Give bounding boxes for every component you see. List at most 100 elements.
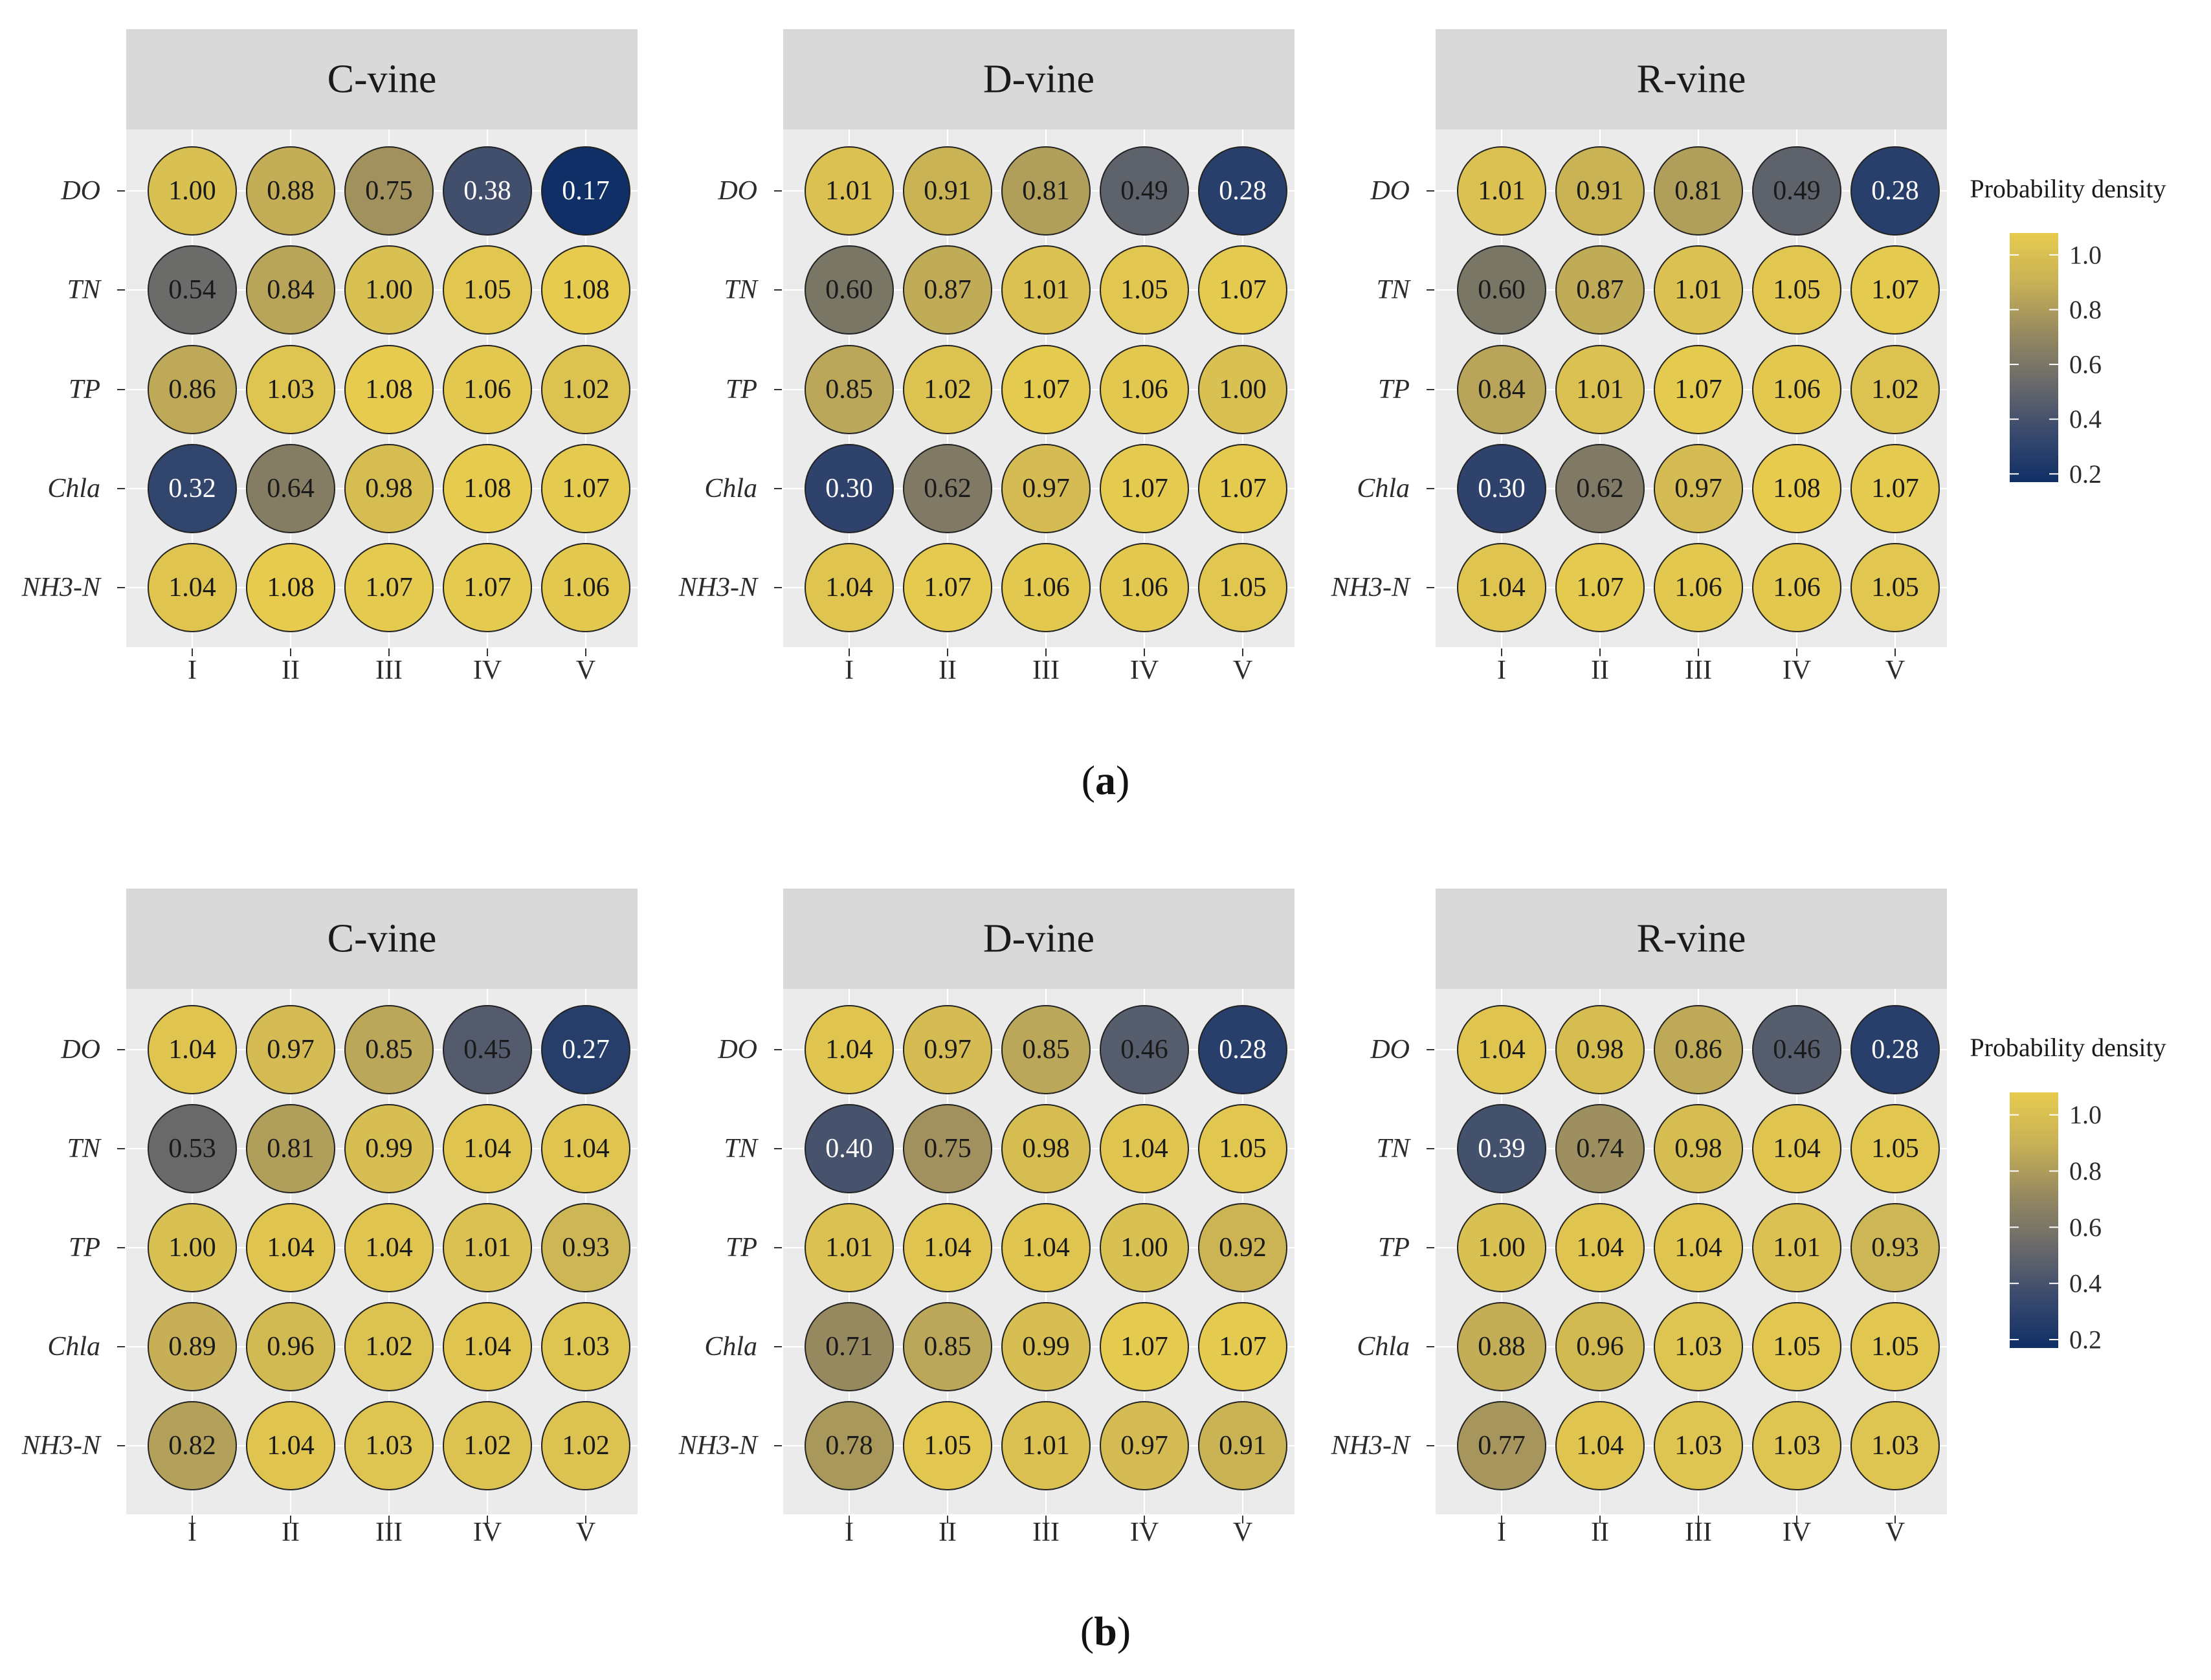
legend-tick-label: 0.2	[2069, 459, 2102, 489]
row-label: TN	[67, 1134, 102, 1164]
heatmap-cell	[344, 1401, 434, 1490]
cell-value: 1.06	[1120, 375, 1168, 404]
heatmap-cell	[1850, 345, 1940, 434]
row-label: DO	[1370, 176, 1410, 206]
cell-value: 1.04	[1576, 1233, 1624, 1263]
heatmap-cell	[1555, 146, 1645, 236]
cell-value: 0.60	[1478, 275, 1526, 305]
heatmap-cell	[1752, 1005, 1841, 1094]
cell-value: 1.00	[168, 176, 216, 206]
heatmap-cell	[1654, 146, 1743, 236]
col-label: I	[188, 1518, 197, 1547]
heatmap-cell	[1457, 1104, 1546, 1193]
cell-value: 0.86	[1674, 1035, 1722, 1065]
heatmap-cell	[1001, 1401, 1091, 1490]
cell-value: 0.30	[825, 474, 873, 503]
heatmap-cell	[1850, 1302, 1940, 1391]
heatmap-cell	[246, 146, 335, 236]
row-label: TP	[1378, 375, 1410, 404]
heatmap-cell	[246, 1302, 335, 1391]
heatmap-cell	[344, 245, 434, 335]
cell-value: 1.01	[1022, 275, 1070, 305]
heatmap-cell	[148, 444, 237, 533]
cell-value: 1.05	[1773, 1332, 1821, 1362]
cell-value: 1.04	[168, 573, 216, 602]
heatmap-cell	[805, 543, 894, 632]
heatmap-cell	[148, 146, 237, 236]
cell-value: 0.62	[924, 474, 972, 503]
row-label: TP	[69, 1233, 100, 1263]
heatmap-cell	[1850, 1203, 1940, 1292]
cell-value: 0.75	[365, 176, 413, 206]
panel-title: C-vine	[328, 58, 437, 102]
cell-value: 1.03	[1773, 1431, 1821, 1461]
col-label: I	[188, 656, 197, 685]
heatmap-cell	[1752, 345, 1841, 434]
cell-value: 1.08	[1773, 474, 1821, 503]
heatmap-cell	[1654, 444, 1743, 533]
heatmap-cell	[1555, 444, 1645, 533]
heatmap-cell	[344, 1005, 434, 1094]
panel-title: D-vine	[983, 917, 1094, 961]
cell-value: 1.02	[562, 1431, 610, 1461]
cell-value: 1.05	[1871, 1332, 1919, 1362]
legend-tick-label: 0.4	[2069, 1269, 2102, 1298]
heatmap-cell	[541, 543, 630, 632]
heatmap-cell	[1100, 245, 1189, 335]
cell-value: 1.08	[562, 275, 610, 305]
heatmap-cell	[1198, 1104, 1287, 1193]
heatmap-cell	[541, 1005, 630, 1094]
heatmap-cell	[903, 1302, 992, 1391]
cell-value: 1.07	[924, 573, 972, 602]
row-label: Chla	[47, 474, 100, 503]
col-label: III	[1685, 656, 1712, 685]
cell-value: 0.28	[1219, 176, 1267, 206]
cell-value: 0.84	[267, 275, 315, 305]
cell-value: 1.01	[1478, 176, 1526, 206]
row-label: TP	[1378, 1233, 1410, 1263]
cell-value: 0.40	[825, 1134, 873, 1164]
cell-value: 0.32	[168, 474, 216, 503]
heatmap-cell	[1555, 345, 1645, 434]
heatmap-cell	[541, 1401, 630, 1490]
heatmap-cell	[541, 444, 630, 533]
col-label: III	[375, 1518, 403, 1547]
heatmap-cell	[148, 1203, 237, 1292]
cell-value: 0.46	[1773, 1035, 1821, 1065]
cell-value: 1.05	[1120, 275, 1168, 305]
cell-value: 0.91	[1576, 176, 1624, 206]
heatmap-cell	[1001, 1203, 1091, 1292]
row-label: DO	[717, 1035, 757, 1065]
heatmap-cell	[148, 1302, 237, 1391]
cell-value: 1.04	[562, 1134, 610, 1164]
cell-value: 1.07	[1219, 474, 1267, 503]
heatmap-cell	[903, 245, 992, 335]
cell-value: 1.05	[463, 275, 511, 305]
heatmap-cell	[1654, 543, 1743, 632]
heatmap-cell	[1654, 1401, 1743, 1490]
heatmap-cell	[148, 543, 237, 632]
heatmap-cell	[443, 245, 532, 335]
col-label: I	[845, 1518, 854, 1547]
heatmap-cell	[443, 1401, 532, 1490]
cell-value: 0.98	[1022, 1134, 1070, 1164]
col-label: V	[1885, 656, 1905, 685]
heatmap-cell	[246, 245, 335, 335]
cell-value: 1.04	[463, 1332, 511, 1362]
cell-value: 1.04	[463, 1134, 511, 1164]
cell-value: 0.75	[924, 1134, 972, 1164]
heatmap-cell	[1001, 245, 1091, 335]
heatmap-cell	[1752, 1401, 1841, 1490]
cell-value: 0.89	[168, 1332, 216, 1362]
cell-value: 1.05	[1871, 1134, 1919, 1164]
cell-value: 1.06	[1120, 573, 1168, 602]
subfigure-caption: (b)	[1080, 1608, 1131, 1654]
cell-value: 0.93	[1871, 1233, 1919, 1263]
col-label: V	[576, 1518, 595, 1547]
strip-background	[126, 29, 638, 129]
legend-tick-label: 0.8	[2069, 295, 2102, 324]
row-label: TP	[69, 375, 100, 404]
cell-value: 1.04	[1022, 1233, 1070, 1263]
